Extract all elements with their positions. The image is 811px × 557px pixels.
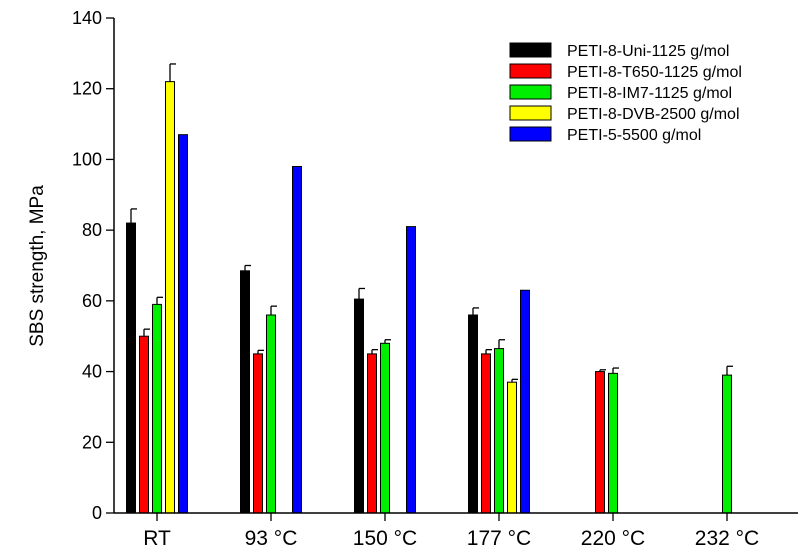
bar — [595, 371, 605, 514]
y-tick-label: 80 — [82, 220, 102, 240]
y-tick-label: 120 — [72, 79, 102, 99]
x-tick-label: 150 °C — [353, 527, 417, 550]
bar — [380, 342, 390, 514]
legend-label: PETI-5-5500 g/mol — [567, 127, 701, 144]
legend-swatch — [509, 84, 552, 100]
bar — [165, 81, 175, 514]
legend-label: PETI-8-IM7-1125 g/mol — [567, 85, 732, 102]
bar — [468, 314, 478, 514]
x-tick-label: 232 °C — [695, 527, 759, 550]
bar — [354, 298, 364, 514]
legend-swatch — [509, 126, 552, 142]
y-tick-label: 140 — [72, 8, 102, 28]
bar — [178, 134, 188, 514]
x-tick-label: RT — [143, 527, 171, 550]
bar — [608, 372, 618, 514]
error-bars-layer — [130, 63, 733, 383]
bar — [266, 314, 276, 514]
legend: PETI-8-Uni-1125 g/mol PETI-8-T650-1125 g/… — [509, 42, 742, 144]
x-tick-label: 177 °C — [467, 527, 531, 550]
y-tick-label: 60 — [82, 291, 102, 311]
bar — [520, 289, 530, 514]
legend-swatch — [509, 105, 552, 121]
bar — [367, 353, 377, 514]
bar — [240, 270, 250, 514]
legend-label: PETI-8-Uni-1125 g/mol — [567, 43, 729, 60]
bar — [152, 303, 162, 514]
bar — [126, 222, 136, 514]
legend-label: PETI-8-DVB-2500 g/mol — [567, 106, 740, 123]
bar — [481, 353, 491, 514]
bar — [494, 348, 504, 514]
y-tick-label: 20 — [82, 432, 102, 452]
legend-label: PETI-8-T650-1125 g/mol — [567, 64, 742, 81]
y-tick-label: 0 — [92, 503, 102, 523]
bar — [292, 166, 302, 514]
x-tick-label: 93 °C — [245, 527, 298, 550]
legend-swatch — [509, 42, 552, 58]
x-tick-label: 220 °C — [581, 527, 645, 550]
bar — [406, 226, 416, 514]
legend-swatch — [509, 63, 552, 79]
axes-layer: 0 20 40 60 80 100 120 140 RT 93 °C 150 °C 177 °C 220… — [72, 8, 798, 550]
bar — [722, 374, 732, 514]
bar — [507, 381, 517, 514]
y-axis-title: SBS strength, MPa — [27, 185, 48, 347]
y-tick-label: 40 — [82, 362, 102, 382]
bars-layer — [126, 81, 732, 514]
bar — [139, 335, 149, 514]
y-tick-label: 100 — [72, 149, 102, 169]
bar — [253, 353, 263, 514]
